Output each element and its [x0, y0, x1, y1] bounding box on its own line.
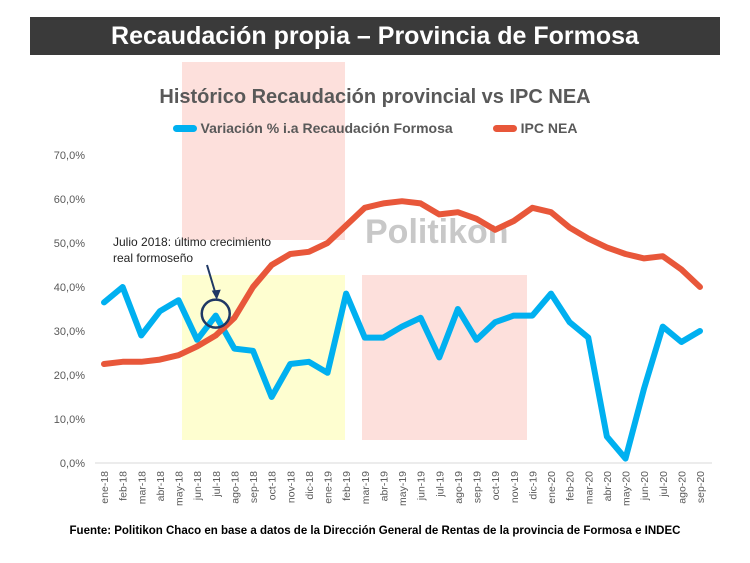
watermark: Politikon [365, 213, 509, 251]
highlight-box-pink [182, 62, 345, 240]
slide-banner: Recaudación propia – Provincia de Formos… [30, 17, 720, 55]
legend-label: IPC NEA [520, 120, 578, 136]
highlight-box-yellow [182, 275, 345, 440]
y-tick-label: 40,0% [54, 282, 85, 294]
x-tick-label: may-19 [397, 471, 409, 506]
x-tick-label: jul-19 [434, 471, 446, 498]
x-tick-label: feb-19 [341, 471, 353, 501]
x-tick-label: abr-20 [602, 471, 614, 502]
x-tick-label: abr-18 [155, 471, 167, 502]
x-tick-label: jul-20 [658, 471, 670, 498]
y-tick-label: 30,0% [54, 326, 85, 338]
x-tick-label: nov-18 [285, 471, 297, 503]
y-tick-label: 70,0% [54, 150, 85, 162]
x-tick-label: mar-20 [583, 471, 595, 504]
series-line-recaudacion [101, 284, 703, 462]
x-tick-label: ago-20 [676, 471, 688, 504]
x-tick-label: mar-19 [360, 471, 372, 504]
x-tick-label: jul-18 [211, 471, 223, 498]
x-tick-label: ago-18 [229, 471, 241, 504]
y-tick-label: 60,0% [54, 194, 85, 206]
x-tick-label: mar-18 [136, 471, 148, 504]
source-note: Fuente: Politikon Chaco en base a datos … [69, 525, 681, 537]
legend-swatch [492, 124, 517, 132]
chart-title: Histórico Recaudación provincial vs IPC … [159, 86, 591, 108]
x-tick-label: may-20 [621, 471, 633, 506]
x-tick-label: feb-20 [565, 471, 577, 501]
x-tick-label: feb-18 [118, 471, 130, 501]
x-tick-label: jun-18 [192, 471, 204, 501]
x-tick-label: jun-19 [416, 471, 428, 501]
y-tick-label: 50,0% [54, 238, 85, 250]
x-tick-label: ene-20 [546, 471, 558, 504]
legend-item-ipc: IPC NEA [492, 120, 578, 136]
legend-swatch [172, 124, 197, 132]
x-tick-label: dic-18 [304, 471, 316, 500]
x-tick-label: oct-19 [490, 471, 502, 500]
x-tick-label: dic-19 [527, 471, 539, 500]
x-tick-label: nov-19 [509, 471, 521, 503]
series-line-ipc-nea [101, 198, 703, 367]
annotation-text: Julio 2018: último crecimiento [113, 235, 271, 249]
x-tick-label: may-18 [174, 471, 186, 506]
legend-item-recaudacion: Variación % i.a Recaudación Formosa [172, 120, 453, 136]
annotation-circle [200, 298, 231, 329]
x-tick-label: ene-19 [323, 471, 335, 504]
x-tick-label: sep-18 [248, 471, 260, 503]
annotation-text: real formoseño [113, 251, 193, 265]
highlight-box-pink [362, 275, 527, 440]
x-tick-label: abr-19 [378, 471, 390, 502]
legend-label: Variación % i.a Recaudación Formosa [200, 120, 453, 136]
x-tick-label: ene-18 [99, 471, 111, 504]
annotation-arrowhead [211, 289, 221, 300]
chart-legend: Variación % i.a Recaudación Formosa IPC … [0, 120, 750, 136]
y-tick-label: 10,0% [54, 414, 85, 426]
x-tick-label: sep-19 [472, 471, 484, 503]
x-tick-label: ago-19 [453, 471, 465, 504]
y-tick-label: 0,0% [60, 458, 85, 470]
x-tick-label: oct-18 [267, 471, 279, 500]
y-tick-label: 20,0% [54, 370, 85, 382]
x-tick-label: sep-20 [695, 471, 707, 503]
x-tick-label: jun-20 [639, 471, 651, 501]
